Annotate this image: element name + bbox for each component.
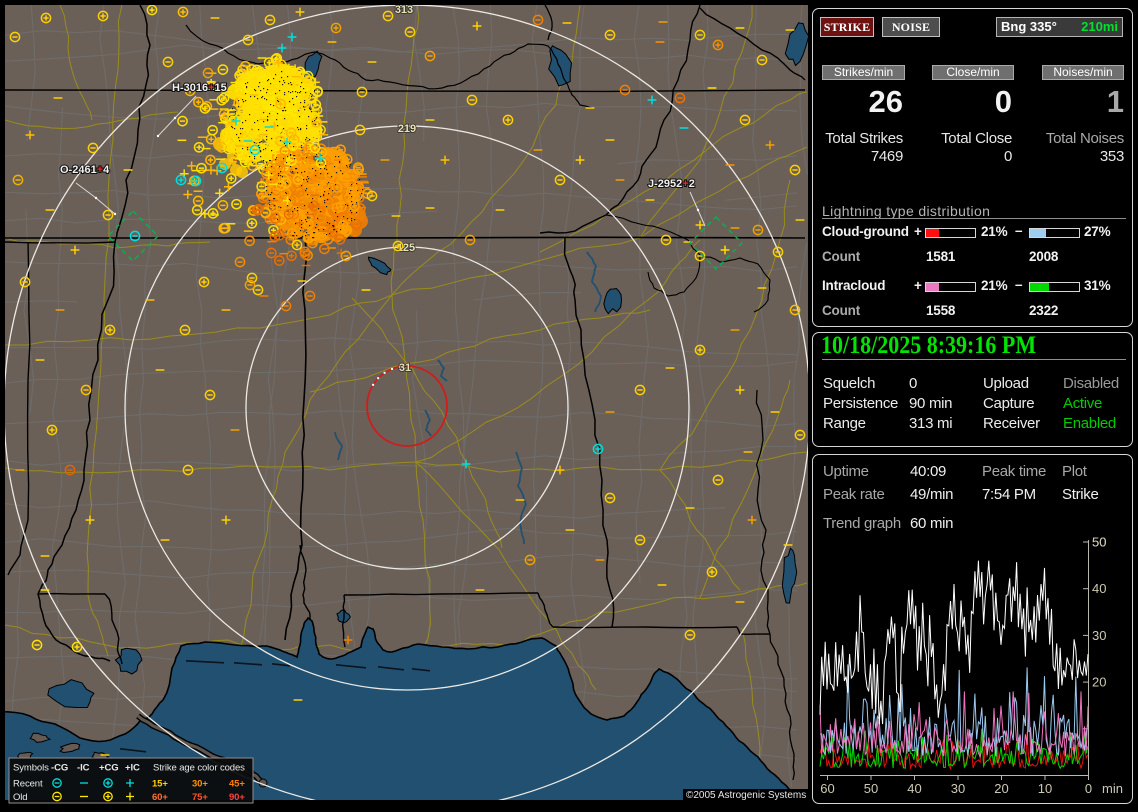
svg-text:20: 20 bbox=[994, 781, 1008, 796]
svg-text:15+: 15+ bbox=[152, 779, 168, 790]
svg-text:50: 50 bbox=[1092, 535, 1106, 550]
svg-text:313: 313 bbox=[395, 4, 413, 16]
svg-text:30: 30 bbox=[1092, 628, 1106, 643]
svg-text:90+: 90+ bbox=[229, 792, 245, 803]
svg-text:10: 10 bbox=[1038, 781, 1052, 796]
svg-text:min: min bbox=[1102, 781, 1123, 796]
svg-text:60+: 60+ bbox=[152, 792, 168, 803]
svg-text:125: 125 bbox=[397, 242, 415, 254]
svg-text:Recent: Recent bbox=[13, 779, 43, 790]
svg-text:60: 60 bbox=[820, 781, 834, 796]
svg-text:0: 0 bbox=[1085, 781, 1092, 796]
svg-text:75+: 75+ bbox=[192, 792, 208, 803]
svg-text:-IC: -IC bbox=[77, 763, 90, 774]
svg-text:40: 40 bbox=[1092, 581, 1106, 596]
svg-text:50: 50 bbox=[864, 781, 878, 796]
svg-text:H-3016+15: H-3016+15 bbox=[172, 82, 227, 94]
svg-text:40: 40 bbox=[907, 781, 921, 796]
svg-text:31: 31 bbox=[399, 362, 411, 374]
svg-text:45+: 45+ bbox=[229, 779, 245, 790]
svg-text:Strike age color codes: Strike age color codes bbox=[153, 763, 245, 774]
svg-text:J-2952+2: J-2952+2 bbox=[648, 178, 695, 190]
svg-text:30+: 30+ bbox=[192, 779, 208, 790]
svg-text:-CG: -CG bbox=[51, 763, 68, 774]
svg-text:O-2461+4: O-2461+4 bbox=[60, 164, 110, 176]
svg-text:219: 219 bbox=[398, 123, 416, 135]
svg-text:20: 20 bbox=[1092, 675, 1106, 690]
svg-text:+CG: +CG bbox=[99, 763, 119, 774]
svg-text:Old: Old bbox=[13, 792, 27, 803]
svg-text:Symbols: Symbols bbox=[13, 763, 49, 774]
svg-text:30: 30 bbox=[951, 781, 965, 796]
svg-text:+IC: +IC bbox=[125, 763, 140, 774]
svg-text:50: 50 bbox=[1092, 535, 1106, 550]
